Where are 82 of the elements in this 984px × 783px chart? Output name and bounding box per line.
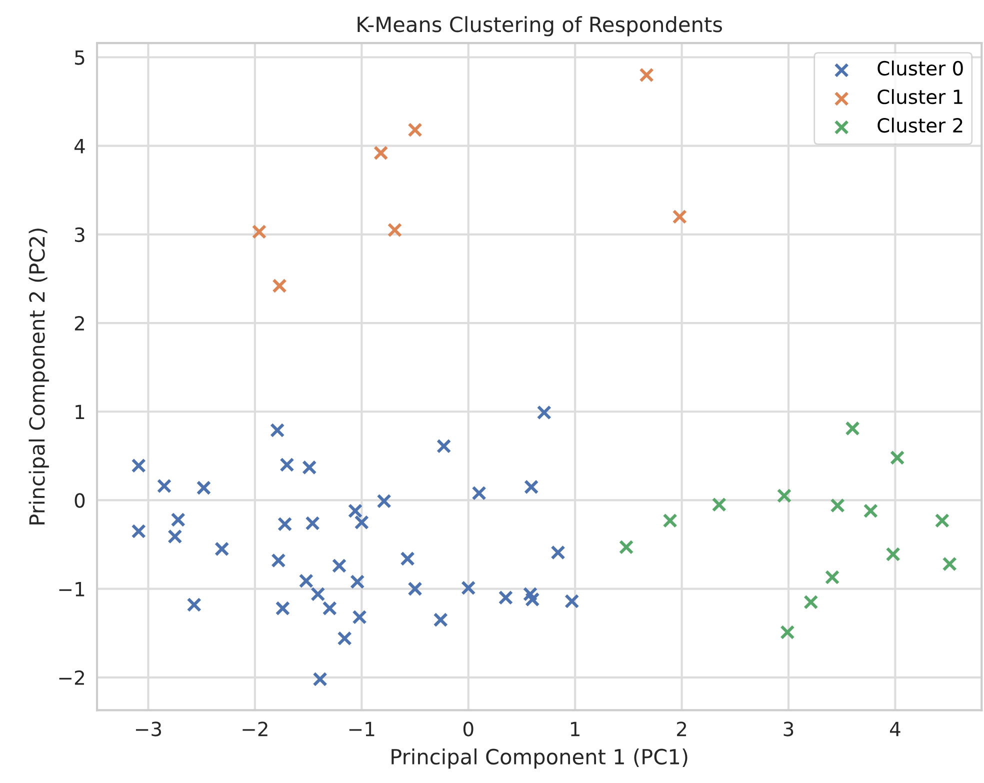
y-tick-label: 1 (76, 404, 84, 420)
x-tick-label: −2 (242, 722, 268, 736)
point (436, 438, 452, 454)
point (352, 610, 367, 624)
legend-label: Cluster 2 (878, 118, 962, 133)
x-tick-label: −3 (136, 722, 162, 736)
point (196, 480, 212, 496)
y-tick-label: 0 (74, 493, 85, 508)
point (337, 631, 352, 646)
point (400, 551, 415, 566)
point (408, 122, 422, 138)
point (550, 545, 566, 560)
point (312, 672, 328, 687)
x-tick-label: 4 (890, 722, 900, 736)
x-tick-label: 0 (463, 722, 474, 736)
point (214, 542, 230, 556)
point (376, 494, 392, 508)
point (804, 594, 818, 610)
point (280, 457, 294, 472)
point (170, 512, 186, 528)
y-tick-label: 5 (75, 50, 84, 65)
point (408, 581, 422, 596)
point (156, 478, 172, 494)
point (830, 498, 845, 513)
point (298, 573, 314, 588)
point (131, 458, 146, 473)
point (639, 68, 654, 82)
point (662, 513, 678, 528)
chart-title: K-Means Clustering of Respondents (358, 16, 722, 36)
x-axis-title: Principal Component 1 (PC1) (392, 748, 688, 769)
point (270, 422, 285, 438)
point (387, 222, 402, 238)
point (272, 278, 287, 294)
point (845, 421, 860, 436)
point (354, 515, 369, 530)
point (310, 586, 326, 602)
point (275, 600, 290, 616)
point (780, 624, 795, 640)
x-tick-label: 1 (571, 722, 580, 736)
point (305, 516, 320, 531)
point (934, 513, 950, 528)
point (433, 612, 448, 628)
point (522, 586, 538, 602)
legend-label: Cluster 1 (878, 89, 962, 104)
point (302, 460, 317, 475)
point (277, 516, 292, 532)
point (536, 405, 552, 420)
legend-label: Cluster 0 (878, 60, 963, 76)
y-tick-label: −1 (59, 582, 84, 596)
point (525, 592, 540, 607)
point (712, 497, 726, 512)
point (186, 597, 202, 612)
point (564, 594, 580, 609)
point (271, 553, 286, 568)
point (942, 556, 957, 572)
y-tick-label: −2 (59, 670, 84, 685)
point (348, 504, 363, 518)
point (374, 146, 388, 160)
point (350, 574, 365, 590)
point (332, 558, 347, 574)
point (472, 486, 486, 500)
point (618, 540, 634, 555)
point (886, 546, 900, 562)
point (498, 590, 514, 606)
x-tick-label: 3 (784, 722, 794, 736)
y-tick-label: 3 (75, 227, 84, 242)
x-tick-label: 2 (677, 722, 686, 736)
y-tick-label: 4 (74, 139, 85, 154)
x-tick-label: −1 (349, 722, 374, 736)
point (131, 524, 146, 539)
point (252, 224, 267, 240)
point (824, 570, 840, 585)
point (168, 529, 182, 544)
point (863, 504, 878, 518)
point (672, 209, 687, 224)
point (776, 488, 792, 504)
point (322, 600, 337, 616)
point (890, 450, 905, 466)
y-axis-title: Principal Component 2 (PC2) (28, 228, 49, 524)
point (524, 480, 539, 494)
y-tick-label: 2 (74, 316, 84, 330)
point (461, 580, 476, 596)
